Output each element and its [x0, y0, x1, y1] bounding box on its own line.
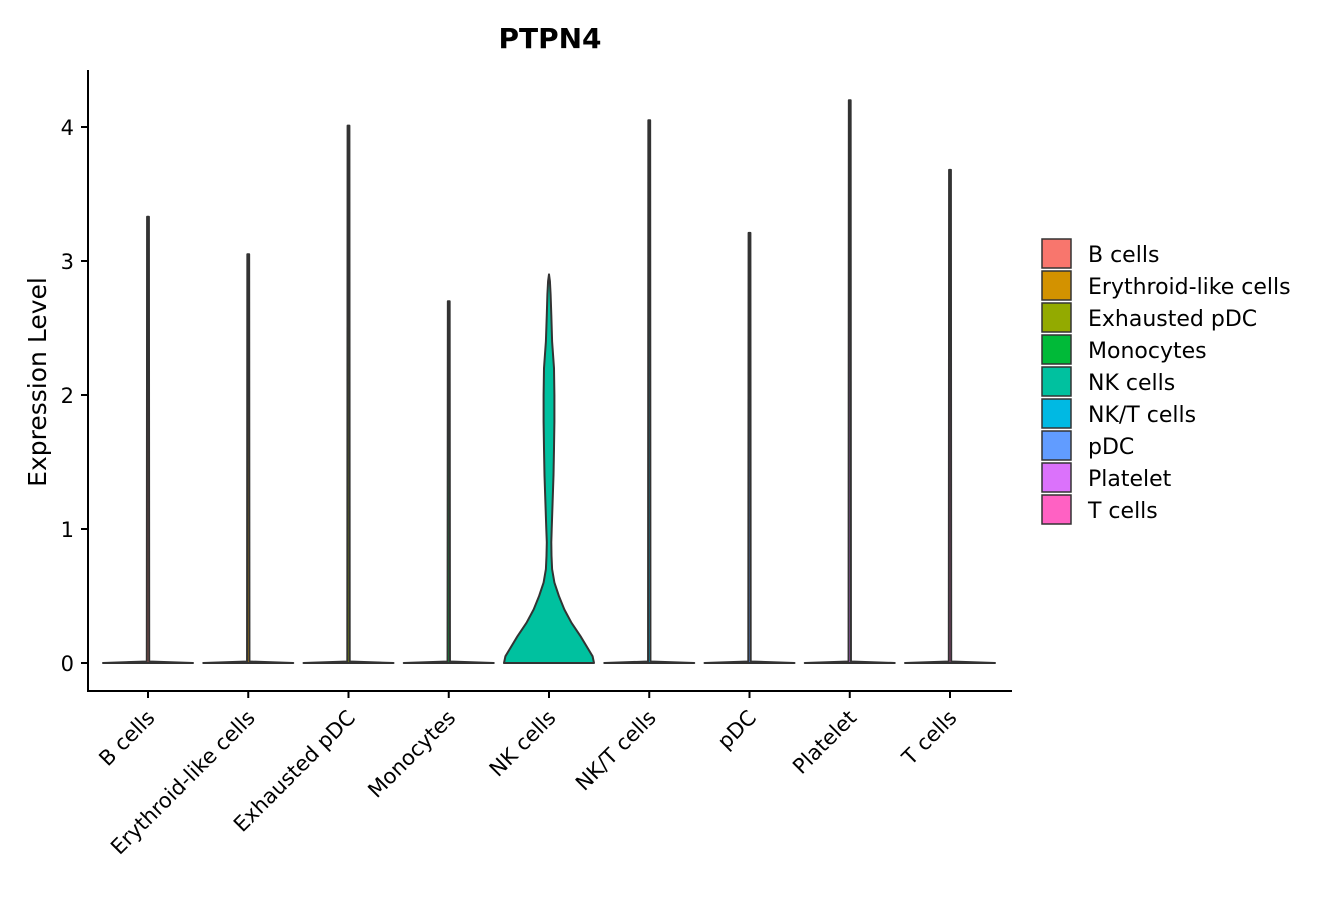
legend-label: T cells	[1087, 499, 1158, 524]
legend-item: B cells	[1041, 238, 1159, 269]
y-axis-label: Expression Level	[23, 277, 52, 487]
violin-shape	[703, 231, 796, 664]
legend-label: NK cells	[1088, 371, 1175, 396]
legend-item: Exhausted pDC	[1041, 302, 1257, 333]
legend-item: T cells	[1041, 494, 1158, 525]
legend-label: pDC	[1088, 435, 1134, 460]
x-tick-label: T cells	[897, 706, 962, 771]
y-tick-label: 3	[61, 250, 74, 274]
legend-swatch	[1041, 270, 1072, 301]
violin-platelet	[803, 99, 896, 664]
legend-swatch	[1041, 398, 1072, 429]
legend-item: Erythroid-like cells	[1041, 270, 1291, 301]
x-tick-label: Platelet	[788, 706, 861, 779]
y-tick-label: 0	[61, 652, 74, 676]
violin-shape	[603, 119, 696, 664]
legend-label: Erythroid-like cells	[1088, 275, 1291, 300]
legend-item: Monocytes	[1041, 334, 1207, 365]
legend-item: pDC	[1041, 430, 1134, 461]
y-tick-label: 2	[61, 384, 74, 408]
y-tick-label: 1	[61, 518, 74, 542]
violin-shape	[803, 99, 896, 664]
legend-label: B cells	[1088, 243, 1159, 268]
violin-pdc	[703, 231, 796, 664]
legend-swatch	[1041, 430, 1072, 461]
violin-b-cells	[102, 215, 194, 664]
legend-label: Monocytes	[1088, 339, 1207, 364]
legend-item: NK cells	[1041, 366, 1175, 397]
violin-exhausted-pdc	[302, 124, 395, 664]
x-tick-label: B cells	[94, 706, 159, 771]
legend-item: NK/T cells	[1041, 398, 1196, 429]
legend-label: Platelet	[1088, 467, 1172, 492]
violin-shape	[904, 168, 996, 664]
legend-label: NK/T cells	[1088, 403, 1196, 428]
violin-erythroid-like-cells	[202, 253, 295, 664]
violin-shape	[202, 253, 295, 664]
violin-shape	[503, 273, 595, 664]
violin-nk-t-cells	[603, 119, 696, 664]
legend: B cells Erythroid-like cells Exhausted pDC…	[1041, 238, 1291, 525]
legend-swatch	[1041, 302, 1072, 333]
violin-nk-cells	[503, 273, 595, 664]
y-tick-label: 4	[61, 116, 74, 140]
legend-swatch	[1041, 462, 1072, 493]
violin-shape	[402, 300, 495, 664]
violin-monocytes	[402, 300, 495, 664]
violin-shape	[302, 124, 395, 664]
x-tick-label: Monocytes	[363, 706, 460, 803]
x-tick-label: NK/T cells	[571, 706, 661, 796]
legend-swatch	[1041, 494, 1072, 525]
legend-label: Exhausted pDC	[1088, 307, 1257, 332]
violin-shape	[102, 215, 194, 664]
x-tick-label: pDC	[713, 706, 761, 754]
legend-swatch	[1041, 366, 1072, 397]
legend-swatch	[1041, 238, 1072, 269]
legend-swatch	[1041, 334, 1072, 365]
chart-title: PTPN4	[498, 22, 601, 55]
x-tick-label: NK cells	[485, 706, 561, 782]
legend-item: Platelet	[1041, 462, 1172, 493]
violins-group	[102, 99, 996, 664]
violin-t-cells	[904, 168, 996, 664]
